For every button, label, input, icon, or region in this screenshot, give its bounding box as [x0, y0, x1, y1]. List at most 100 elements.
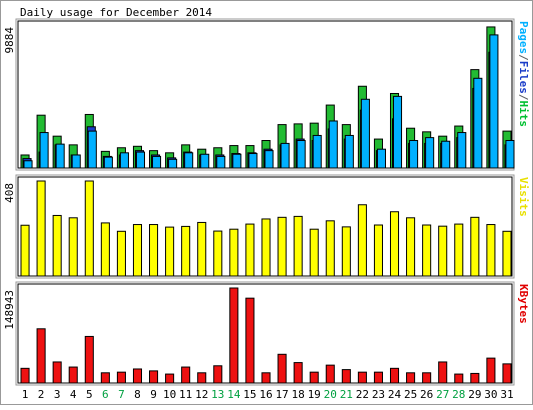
bar-visits [341, 226, 351, 277]
legend-visits: Visits [517, 177, 530, 217]
day-label: 2 [38, 388, 45, 401]
bar-visits [486, 224, 496, 277]
bar-visits [181, 225, 191, 277]
legend-item: / [517, 54, 530, 61]
bar-pages [248, 153, 258, 169]
day-label: 4 [70, 388, 77, 401]
bar-pages [280, 142, 290, 169]
bar-pages [296, 140, 306, 169]
bar-visits [20, 224, 30, 277]
bar-kbytes [149, 370, 159, 384]
bar-visits [68, 217, 78, 277]
bar-pages [264, 150, 274, 169]
bar-visits [277, 216, 287, 277]
bar-visits [84, 180, 94, 277]
bar-pages [200, 153, 210, 169]
day-label: 18 [292, 388, 305, 401]
bar-visits [213, 230, 223, 277]
bar-visits [52, 214, 62, 277]
bar-pages [119, 152, 129, 169]
day-label: 23 [372, 388, 385, 401]
day-label: 31 [500, 388, 513, 401]
day-label: 17 [275, 388, 288, 401]
bar-kbytes [261, 372, 271, 384]
bar-pages [312, 134, 322, 169]
bar-pages [71, 154, 81, 169]
panel-kbytes: 148943 KBytes [3, 281, 530, 386]
day-label: 12 [195, 388, 208, 401]
bar-kbytes [100, 372, 110, 384]
bar-visits [245, 223, 255, 277]
bar-kbytes [165, 373, 175, 384]
bar-pages [457, 132, 467, 169]
day-label: 20 [324, 388, 337, 401]
y-axis-max-label: 408 [3, 183, 16, 203]
bar-visits [149, 224, 159, 277]
legend-item: Files [517, 61, 530, 94]
bar-pages [39, 132, 49, 169]
bar-kbytes [213, 365, 223, 384]
bar-pages [360, 98, 370, 169]
bar-pages [23, 160, 33, 169]
bar-visits [422, 224, 432, 277]
bar-kbytes [277, 353, 287, 384]
bar-visits [502, 230, 512, 277]
bar-kbytes [502, 363, 512, 384]
day-label: 3 [54, 388, 61, 401]
bar-kbytes [84, 335, 94, 384]
bar-kbytes [357, 371, 367, 384]
legend-hits: Pages/Files/Hits [517, 21, 530, 127]
day-label: 7 [118, 388, 125, 401]
bar-kbytes [293, 362, 303, 384]
bar-pages [216, 155, 226, 169]
bar-pages [344, 134, 354, 169]
bar-pages [409, 140, 419, 169]
day-label: 19 [308, 388, 321, 401]
legend-item: / [517, 94, 530, 101]
legend-item: Pages [517, 21, 530, 54]
day-label: 15 [243, 388, 256, 401]
day-label: 13 [211, 388, 224, 401]
bar-pages [376, 148, 386, 169]
bar-kbytes [341, 369, 351, 384]
bar-visits [197, 221, 207, 277]
bar-kbytes [245, 297, 255, 384]
bar-pages [168, 158, 178, 169]
day-label: 1 [22, 388, 29, 401]
y-axis-max-label: 9884 [3, 27, 16, 54]
bar-visits [406, 217, 416, 277]
day-label: 29 [468, 388, 481, 401]
day-label: 14 [227, 388, 241, 401]
day-label: 25 [404, 388, 417, 401]
day-label: 22 [356, 388, 369, 401]
bar-visits [357, 204, 367, 277]
bar-kbytes [406, 372, 416, 384]
bar-pages [232, 153, 242, 169]
y-axis-max-label: 148943 [3, 290, 16, 330]
panel-visits: 408 Visits [3, 174, 530, 279]
bar-visits [309, 228, 319, 277]
bar-kbytes [197, 372, 207, 384]
bar-kbytes [438, 361, 448, 384]
day-label: 5 [86, 388, 93, 401]
day-labels: 1 2 3 4 5 6 7 8 9 10 11 12 13 14 15 16 17 18 19 20 21 22 23 24 2… [22, 388, 514, 401]
day-label: 11 [179, 388, 192, 401]
day-label: 26 [420, 388, 433, 401]
day-label: 6 [102, 388, 109, 401]
bar-kbytes [68, 366, 78, 384]
day-label: 30 [484, 388, 497, 401]
day-label: 9 [150, 388, 157, 401]
bar-kbytes [325, 364, 335, 384]
bar-kbytes [454, 373, 464, 384]
bar-pages [505, 140, 515, 169]
bar-kbytes [309, 371, 319, 384]
bar-kbytes [132, 368, 143, 384]
legend-item: Hits [517, 101, 530, 128]
day-label: 24 [388, 388, 402, 401]
day-label: 8 [134, 388, 141, 401]
bar-kbytes [20, 367, 30, 384]
bar-kbytes [36, 328, 46, 384]
bar-visits [373, 224, 383, 277]
